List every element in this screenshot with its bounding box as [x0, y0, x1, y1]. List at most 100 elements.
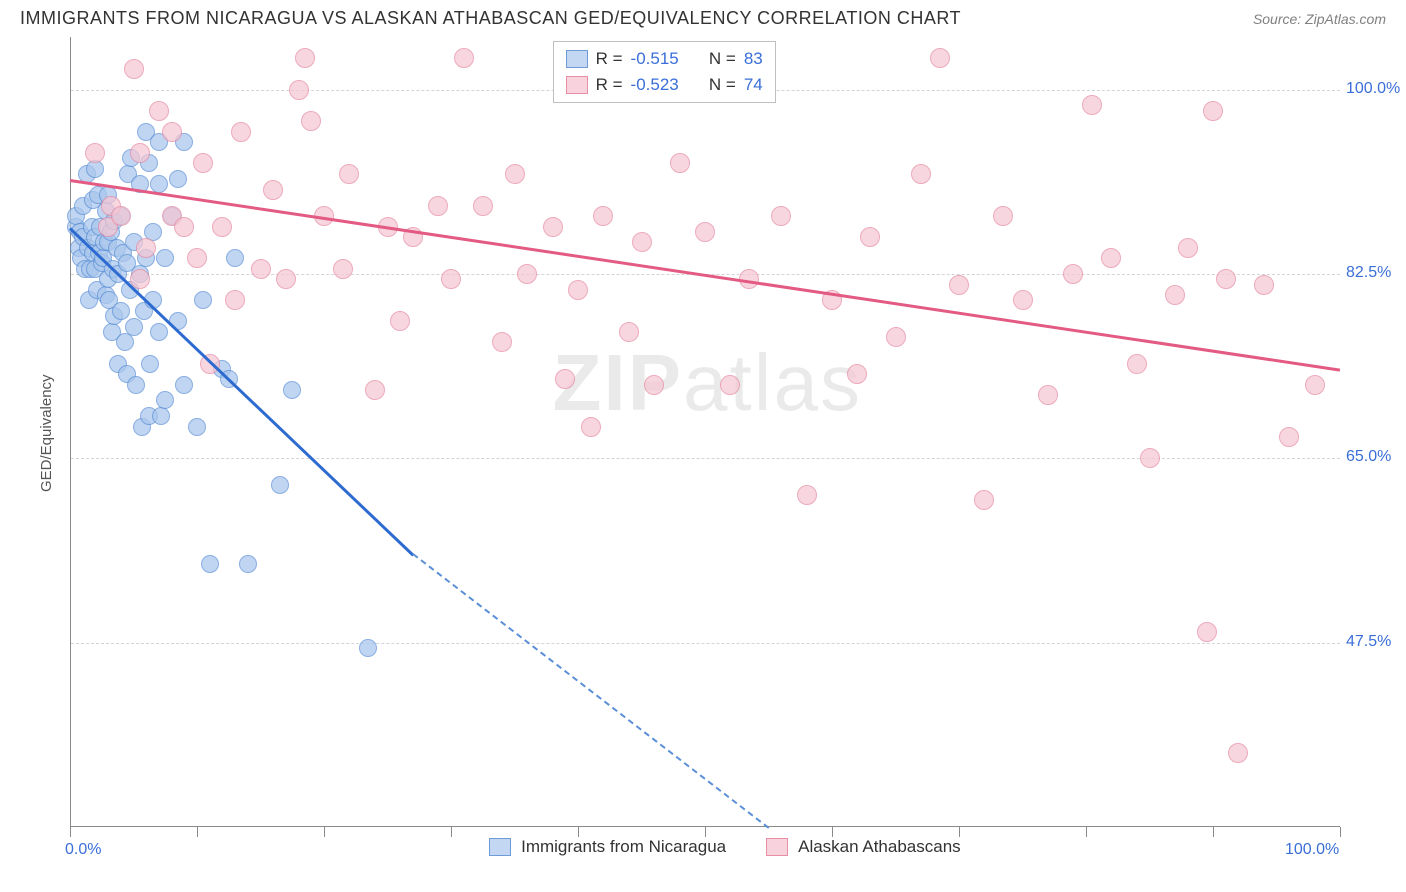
scatter-point	[1305, 375, 1325, 395]
scatter-point	[301, 111, 321, 131]
legend-r-value: -0.523	[631, 75, 679, 95]
x-tick	[578, 827, 579, 837]
scatter-point	[127, 376, 145, 394]
scatter-point	[581, 417, 601, 437]
scatter-point	[492, 332, 512, 352]
y-tick-label: 65.0%	[1346, 448, 1391, 466]
scatter-point	[124, 59, 144, 79]
scatter-point	[644, 375, 664, 395]
scatter-point	[225, 290, 245, 310]
scatter-point	[930, 48, 950, 68]
legend-r-label: R =	[596, 49, 623, 69]
x-tick-label: 0.0%	[65, 841, 101, 859]
chart-title: IMMIGRANTS FROM NICARAGUA VS ALASKAN ATH…	[20, 8, 961, 29]
legend-swatch	[489, 838, 511, 856]
scatter-point	[263, 180, 283, 200]
scatter-point	[169, 170, 187, 188]
legend-n-label: N =	[709, 75, 736, 95]
scatter-point	[365, 380, 385, 400]
y-axis-title: GED/Equivalency	[38, 374, 55, 492]
scatter-point	[125, 318, 143, 336]
x-tick	[451, 827, 452, 837]
scatter-point	[194, 291, 212, 309]
scatter-point	[188, 418, 206, 436]
scatter-point	[156, 391, 174, 409]
scatter-point	[1165, 285, 1185, 305]
scatter-point	[695, 222, 715, 242]
plot-area	[70, 37, 1340, 827]
scatter-point	[1038, 385, 1058, 405]
scatter-point	[85, 143, 105, 163]
scatter-point	[1197, 622, 1217, 642]
scatter-point	[333, 259, 353, 279]
scatter-point	[428, 196, 448, 216]
stats-legend-row: R = -0.515 N = 83	[566, 46, 763, 72]
scatter-point	[568, 280, 588, 300]
legend-swatch	[566, 50, 588, 68]
scatter-point	[1216, 269, 1236, 289]
scatter-point	[993, 206, 1013, 226]
scatter-point	[886, 327, 906, 347]
scatter-point	[130, 143, 150, 163]
series-legend: Immigrants from Nicaragua Alaskan Athabas…	[489, 837, 961, 857]
x-tick-label: 100.0%	[1285, 841, 1339, 859]
scatter-point	[543, 217, 563, 237]
scatter-point	[454, 48, 474, 68]
scatter-point	[847, 364, 867, 384]
x-tick	[705, 827, 706, 837]
title-bar: IMMIGRANTS FROM NICARAGUA VS ALASKAN ATH…	[0, 0, 1406, 33]
scatter-point	[150, 323, 168, 341]
scatter-point	[949, 275, 969, 295]
scatter-point	[1228, 743, 1248, 763]
scatter-point	[295, 48, 315, 68]
series-label: Immigrants from Nicaragua	[521, 837, 726, 857]
scatter-point	[187, 248, 207, 268]
scatter-point	[289, 80, 309, 100]
scatter-point	[1279, 427, 1299, 447]
scatter-point	[1127, 354, 1147, 374]
x-tick	[70, 827, 71, 837]
scatter-point	[226, 249, 244, 267]
scatter-point	[156, 249, 174, 267]
scatter-point	[1063, 264, 1083, 284]
legend-n-value: 83	[744, 49, 763, 69]
scatter-point	[473, 196, 493, 216]
scatter-point	[193, 153, 213, 173]
y-tick-label: 100.0%	[1346, 80, 1400, 98]
x-tick	[324, 827, 325, 837]
series-legend-item: Alaskan Athabascans	[766, 837, 961, 857]
scatter-point	[111, 206, 131, 226]
scatter-point	[283, 381, 301, 399]
scatter-point	[152, 407, 170, 425]
scatter-point	[149, 101, 169, 121]
scatter-point	[1013, 290, 1033, 310]
scatter-point	[231, 122, 251, 142]
scatter-point	[771, 206, 791, 226]
x-tick	[197, 827, 198, 837]
scatter-point	[860, 227, 880, 247]
scatter-point	[162, 122, 182, 142]
scatter-point	[359, 639, 377, 657]
scatter-point	[276, 269, 296, 289]
scatter-point	[593, 206, 613, 226]
chart-source: Source: ZipAtlas.com	[1253, 11, 1386, 27]
legend-swatch	[766, 838, 788, 856]
stats-legend-row: R = -0.523 N = 74	[566, 72, 763, 98]
scatter-point	[136, 238, 156, 258]
scatter-point	[619, 322, 639, 342]
scatter-point	[174, 217, 194, 237]
scatter-point	[201, 555, 219, 573]
scatter-point	[720, 375, 740, 395]
scatter-point	[116, 333, 134, 351]
scatter-point	[251, 259, 271, 279]
scatter-point	[555, 369, 575, 389]
legend-r-value: -0.515	[631, 49, 679, 69]
scatter-point	[797, 485, 817, 505]
x-tick	[1340, 827, 1341, 837]
series-label: Alaskan Athabascans	[798, 837, 961, 857]
scatter-point	[441, 269, 461, 289]
x-tick	[1213, 827, 1214, 837]
y-tick-label: 82.5%	[1346, 264, 1391, 282]
scatter-point	[212, 217, 232, 237]
scatter-point	[517, 264, 537, 284]
